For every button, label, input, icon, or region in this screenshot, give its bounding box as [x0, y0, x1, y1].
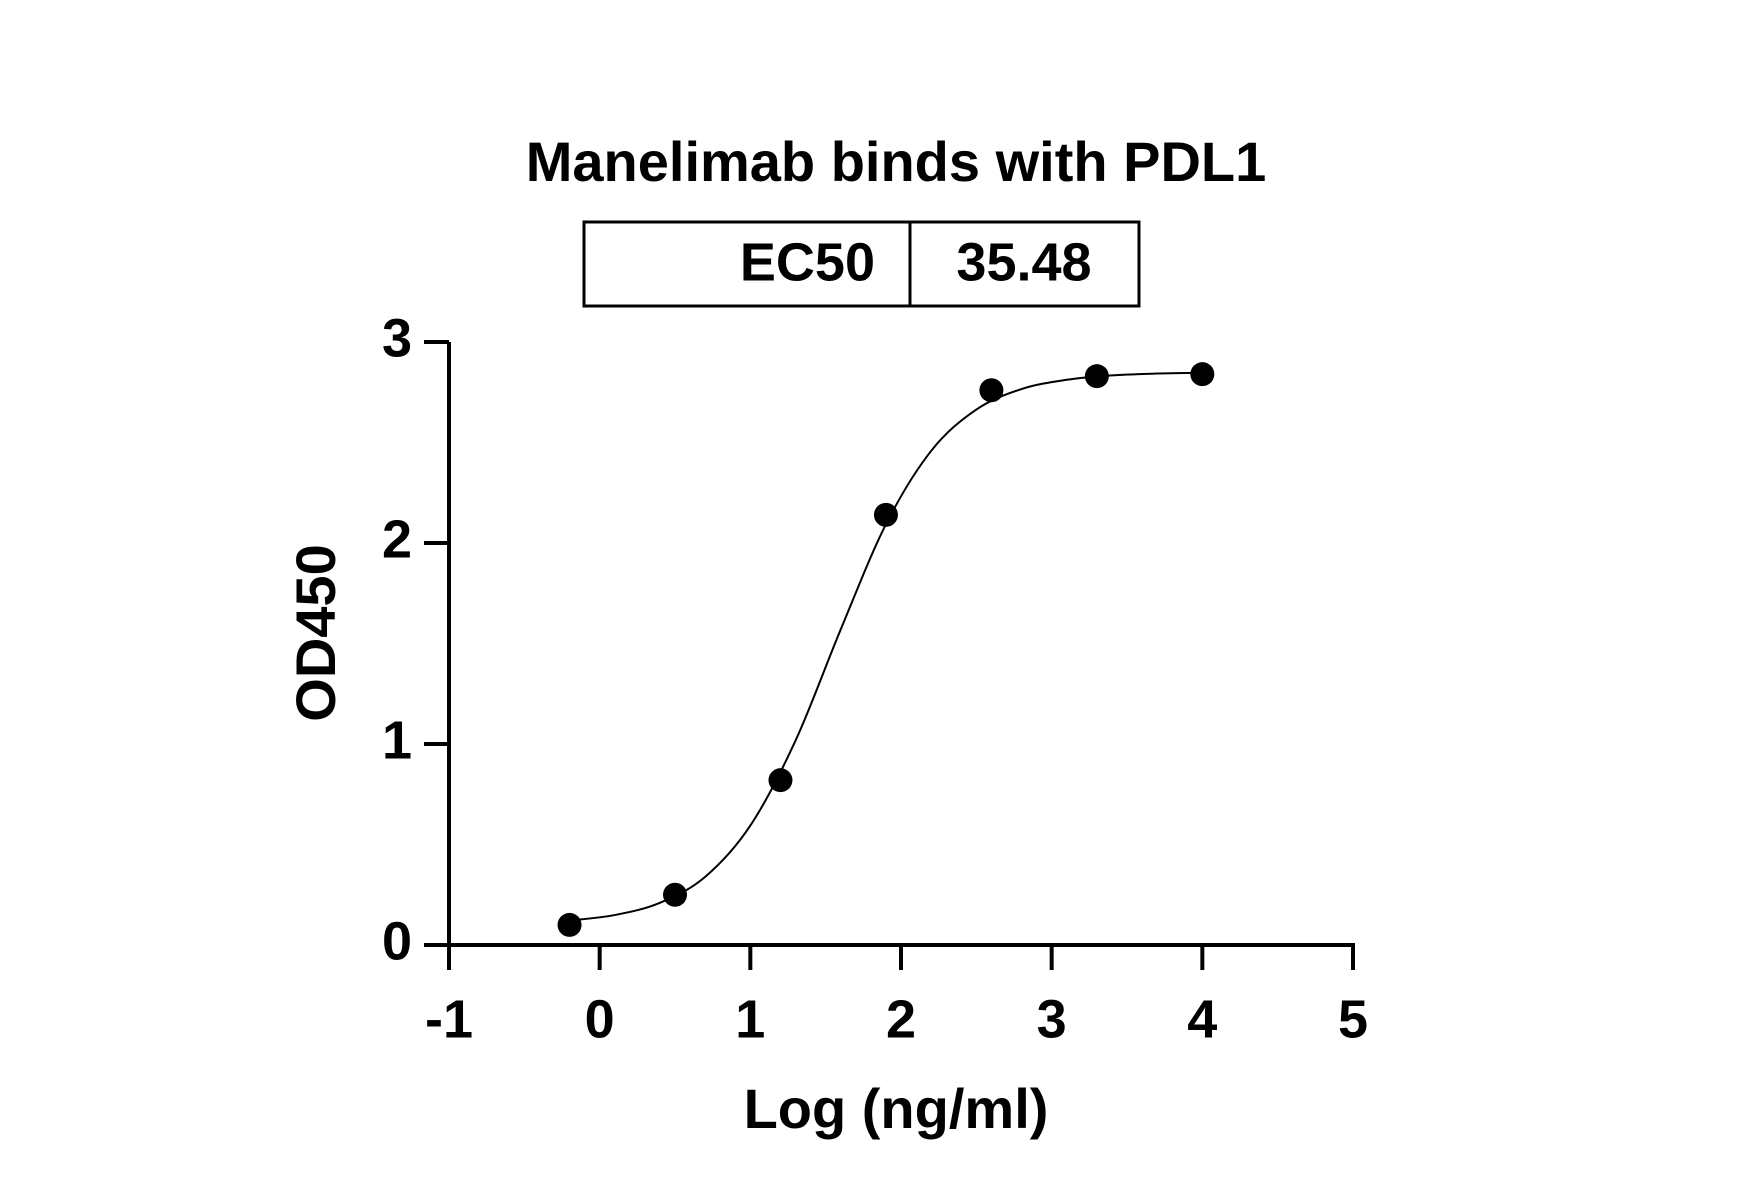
data-point [1190, 362, 1215, 387]
x-tick-label: 3 [1037, 989, 1067, 1049]
y-axis-label: OD450 [284, 544, 347, 721]
ec50-value: 35.48 [956, 232, 1091, 292]
chart-title: Manelimab binds with PDL1 [526, 130, 1267, 193]
x-tick-label: 4 [1187, 989, 1217, 1049]
x-tick-label: 2 [886, 989, 916, 1049]
y-tick-label: 0 [382, 911, 412, 971]
data-point [768, 768, 793, 793]
data-point [557, 912, 582, 937]
y-tick-label: 3 [382, 308, 412, 368]
data-point [663, 882, 687, 907]
x-tick-label: 1 [735, 989, 765, 1049]
y-tick-label: 1 [382, 710, 412, 770]
data-point [979, 378, 1004, 403]
ec50-label: EC50 [740, 232, 875, 292]
ec50-box [582, 220, 1141, 308]
y-tick-label: 2 [382, 509, 412, 569]
data-point [1084, 364, 1109, 389]
x-axis-label: Log (ng/ml) [744, 1077, 1049, 1140]
x-tick-label: 0 [585, 989, 615, 1049]
x-tick-label: 5 [1338, 989, 1368, 1049]
data-point [873, 502, 898, 527]
x-tick-label: -1 [425, 989, 473, 1049]
